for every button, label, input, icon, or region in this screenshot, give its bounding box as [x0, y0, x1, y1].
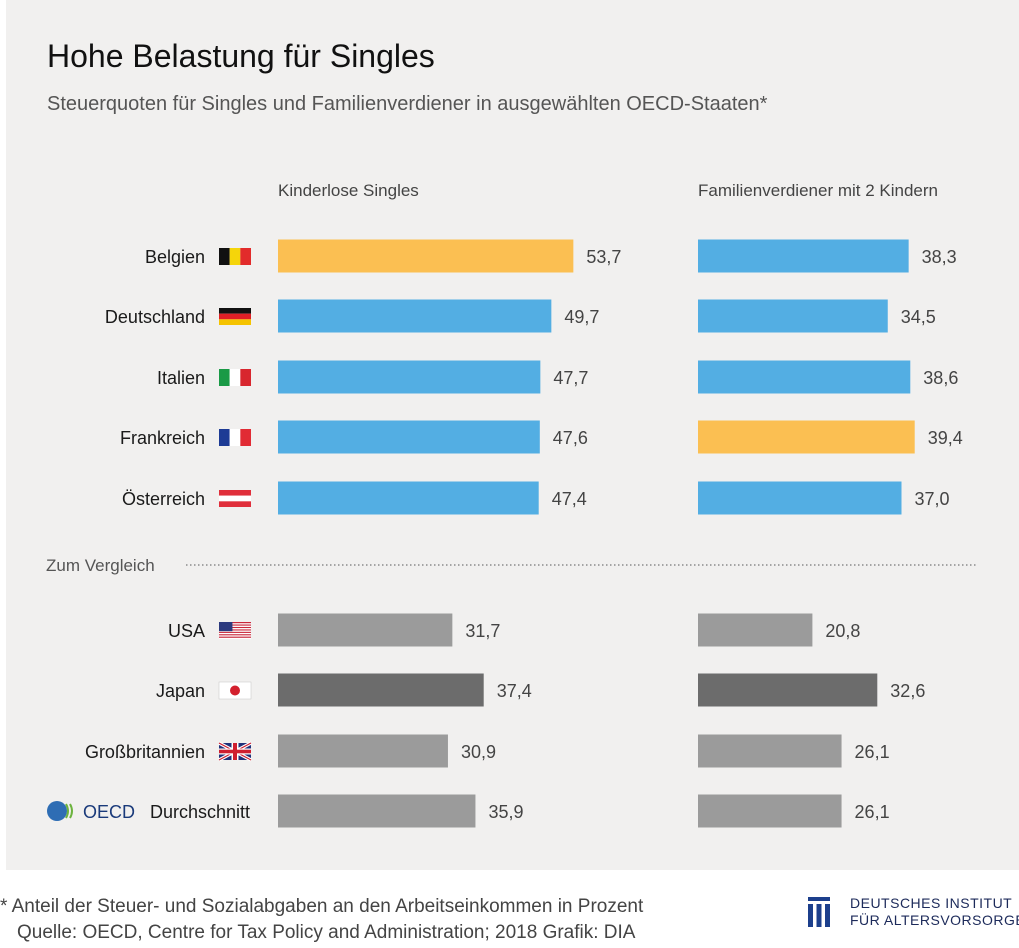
usa-flag-icon — [219, 628, 251, 630]
value-label: 31,7 — [465, 621, 500, 641]
austria-flag-icon — [219, 495, 251, 502]
comparison-label: Zum Vergleich — [46, 556, 155, 575]
category-label: Italien — [157, 368, 205, 388]
usa-flag-icon — [219, 630, 251, 632]
usa-flag-icon — [219, 637, 251, 639]
category-label: Japan — [156, 681, 205, 701]
bar — [698, 481, 902, 515]
category-label: Frankreich — [120, 428, 205, 448]
italy-flag-icon — [219, 369, 230, 386]
value-label: 26,1 — [855, 802, 890, 822]
value-label: 30,9 — [461, 742, 496, 762]
japan-flag-icon — [218, 681, 252, 700]
usa-flag-icon — [219, 622, 233, 632]
column-header-singles: Kinderlose Singles — [278, 181, 419, 200]
oecd-logo-text: OECD — [83, 802, 135, 822]
usa-flag-icon — [219, 623, 251, 625]
value-label: 38,6 — [923, 368, 958, 388]
category-label: USA — [168, 621, 205, 641]
bar — [698, 299, 888, 333]
italy-flag-icon — [240, 369, 251, 386]
column-header-families: Familienverdiener mit 2 Kindern — [698, 181, 938, 200]
value-label: 37,4 — [497, 681, 532, 701]
germany-flag-icon — [219, 313, 251, 320]
france-flag-icon — [219, 429, 230, 446]
bar-chart: Belgien 53,7 38,3 Deutschland 49,7 34,5 Italie… — [46, 239, 978, 828]
chart-subtitle: Steuerquoten für Singles und Familienver… — [47, 93, 768, 115]
usa-flag-icon — [219, 625, 251, 627]
usa-flag-icon — [219, 636, 251, 639]
usa-flag-icon — [219, 632, 251, 635]
france-flag-icon — [240, 429, 251, 446]
source-line: Quelle: OECD, Centre for Tax Policy and … — [17, 922, 636, 943]
bar — [698, 360, 911, 394]
bar — [278, 673, 484, 707]
bar — [278, 794, 476, 828]
brand-name-line2: FÜR ALTERSVORSORGE — [850, 912, 1019, 928]
uk-flag-icon — [219, 749, 251, 754]
footnote: * Anteil der Steuer- und Sozialabgaben a… — [0, 896, 644, 917]
bar — [698, 673, 878, 707]
bar — [278, 420, 540, 454]
usa-flag-icon — [219, 634, 251, 636]
value-label: 39,4 — [928, 428, 963, 448]
category-label: Belgien — [145, 247, 205, 267]
category-label: Deutschland — [105, 307, 205, 327]
value-label: 38,3 — [922, 247, 957, 267]
value-label: 53,7 — [586, 247, 621, 267]
italy-flag-icon — [229, 369, 241, 386]
value-label: 47,4 — [552, 489, 587, 509]
austria-flag-icon — [219, 501, 251, 507]
usa-flag-icon — [219, 626, 251, 629]
belgium-flag-icon — [219, 248, 230, 265]
value-label: 49,7 — [564, 307, 599, 327]
bar — [698, 239, 909, 273]
bar — [698, 794, 842, 828]
category-label: Österreich — [122, 489, 205, 509]
value-label: 47,7 — [553, 368, 588, 388]
oecd-logo-icon — [47, 801, 67, 821]
bar — [278, 239, 574, 273]
bar — [278, 299, 552, 333]
oecd-logo-arcs — [65, 803, 73, 819]
japan-flag-icon — [230, 685, 240, 696]
bar — [278, 613, 453, 647]
value-label: 26,1 — [855, 742, 890, 762]
brand-name-line1: DEUTSCHES INSTITUT — [850, 895, 1013, 911]
value-label: 35,9 — [488, 802, 523, 822]
bar — [698, 734, 842, 768]
bar — [278, 481, 539, 515]
value-label: 34,5 — [901, 307, 936, 327]
belgium-flag-icon — [229, 248, 241, 265]
usa-flag-icon — [219, 631, 251, 634]
belgium-flag-icon — [240, 248, 251, 265]
france-flag-icon — [229, 429, 241, 446]
value-label: 32,6 — [890, 681, 925, 701]
austria-flag-icon — [219, 490, 251, 496]
value-label: 20,8 — [825, 621, 860, 641]
usa-flag-icon — [219, 622, 251, 624]
usa-flag-icon — [219, 624, 251, 626]
bar — [698, 420, 915, 454]
germany-flag-icon — [219, 308, 251, 314]
value-label: 47,6 — [553, 428, 588, 448]
bar — [698, 613, 813, 647]
chart-title: Hohe Belastung für Singles — [47, 38, 435, 74]
category-label: Großbritannien — [85, 742, 205, 762]
bar — [278, 360, 541, 394]
usa-flag-icon — [219, 635, 251, 637]
germany-flag-icon — [219, 319, 251, 325]
value-label: 37,0 — [915, 489, 950, 509]
category-label: Durchschnitt — [150, 802, 250, 822]
dia-logo-icon — [808, 897, 830, 927]
usa-flag-icon — [219, 629, 251, 631]
bar — [278, 734, 448, 768]
